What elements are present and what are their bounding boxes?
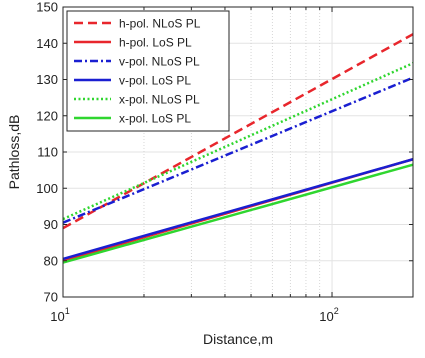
legend-box [66,10,230,132]
series-line-4 [62,62,414,221]
series-line-2 [62,76,414,224]
legend-label-4: x-pol. NLoS PL [119,93,200,107]
y-tick-label: 130 [36,72,58,87]
y-tick-label: 90 [44,217,58,232]
series-line-0 [62,33,414,230]
legend-label-3: v-pol. LoS PL [119,74,191,88]
x-axis-label: Distance,m [203,331,273,347]
legend-label-1: h-pol. LoS PL [119,36,192,50]
y-tick-label: 150 [36,0,58,15]
legend: h-pol. NLoS PL h-pol. LoS PL v-pol. NLoS P… [66,10,230,132]
y-tick-label: 140 [36,36,58,51]
y-tick-label: 100 [36,181,58,196]
legend-label-5: x-pol. LoS PL [119,112,191,126]
y-tick-label: 80 [44,253,58,268]
axis-ticks: 70 80 90 100 110 120 130 140 150 101 102 [36,0,414,324]
y-tick-label: 120 [36,108,58,123]
x-tick-label: 101 [50,306,69,324]
series-line-5 [62,163,414,264]
y-axis-label: Pathloss,dB [6,115,22,190]
x-tick-label: 102 [319,306,338,324]
y-tick-label: 110 [37,145,58,160]
y-tick-label: 70 [44,290,58,305]
legend-label-0: h-pol. NLoS PL [119,17,201,31]
series-lines [62,33,414,264]
legend-label-2: v-pol. NLoS PL [119,55,200,69]
series-line-3 [62,158,414,261]
